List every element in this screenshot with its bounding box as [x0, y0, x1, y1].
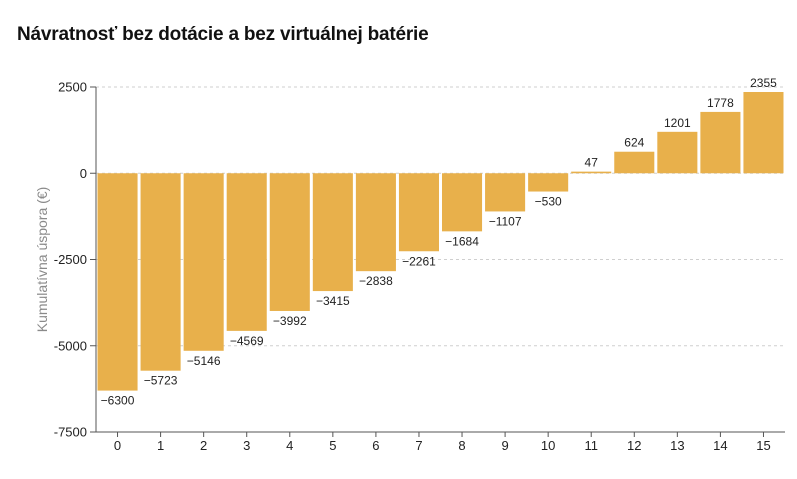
data-label: 624 [624, 136, 644, 150]
data-label: −3415 [316, 294, 350, 308]
data-label: −3992 [273, 314, 307, 328]
x-tick-label: 7 [415, 438, 422, 453]
bar [269, 173, 310, 311]
x-tick-label: 10 [541, 438, 555, 453]
x-tick-label: 15 [756, 438, 770, 453]
x-tick-label: 12 [627, 438, 641, 453]
bar [485, 173, 526, 212]
bar [398, 173, 439, 252]
data-label: −1684 [445, 234, 479, 248]
x-tick-label: 13 [670, 438, 684, 453]
bar [571, 171, 612, 174]
y-tick-label: -7500 [54, 425, 87, 440]
data-label: −4569 [230, 334, 264, 348]
bar [614, 151, 655, 174]
x-tick-label: 11 [584, 438, 598, 453]
x-tick-label: 9 [501, 438, 508, 453]
bar [355, 173, 396, 272]
x-tick-label: 0 [114, 438, 121, 453]
data-label: 2355 [750, 76, 777, 90]
y-tick-label: 2500 [58, 80, 87, 95]
y-tick-label: -2500 [54, 252, 87, 267]
data-label: 1778 [707, 96, 734, 110]
x-tick-label: 5 [329, 438, 336, 453]
x-tick-label: 6 [372, 438, 379, 453]
bar [442, 173, 483, 232]
x-tick-label: 3 [243, 438, 250, 453]
bar [743, 92, 784, 174]
x-tick-label: 2 [200, 438, 207, 453]
bar [140, 173, 181, 371]
bar [700, 111, 741, 174]
data-label: 1201 [664, 116, 691, 130]
data-label: −5723 [144, 374, 178, 388]
data-label: 47 [585, 156, 599, 170]
data-label: −6300 [101, 394, 135, 408]
bar [97, 173, 138, 391]
x-tick-label: 1 [157, 438, 164, 453]
data-label: −530 [535, 195, 562, 209]
chart-title: Návratnosť bez dotácie a bez virtuálnej … [17, 24, 429, 45]
bars: −6300 −5723 −5146 −4569 −3992 −3415 −2838 −2261… [97, 76, 784, 408]
data-label: −2261 [402, 254, 436, 268]
bar [183, 173, 224, 351]
bar [657, 131, 698, 174]
bar [528, 173, 569, 192]
bar [312, 173, 353, 292]
x-tick-label: 8 [458, 438, 465, 453]
y-tick-label: 0 [80, 166, 87, 181]
y-tick-label: -5000 [54, 338, 87, 353]
x-tick-label: 14 [713, 438, 727, 453]
data-label: −1107 [489, 214, 522, 228]
bar [226, 173, 267, 331]
y-axis-title: Kumulatívna úspora (€) [34, 187, 50, 333]
data-label: −5146 [187, 354, 221, 368]
data-label: −2838 [359, 274, 393, 288]
x-tick-label: 4 [286, 438, 293, 453]
